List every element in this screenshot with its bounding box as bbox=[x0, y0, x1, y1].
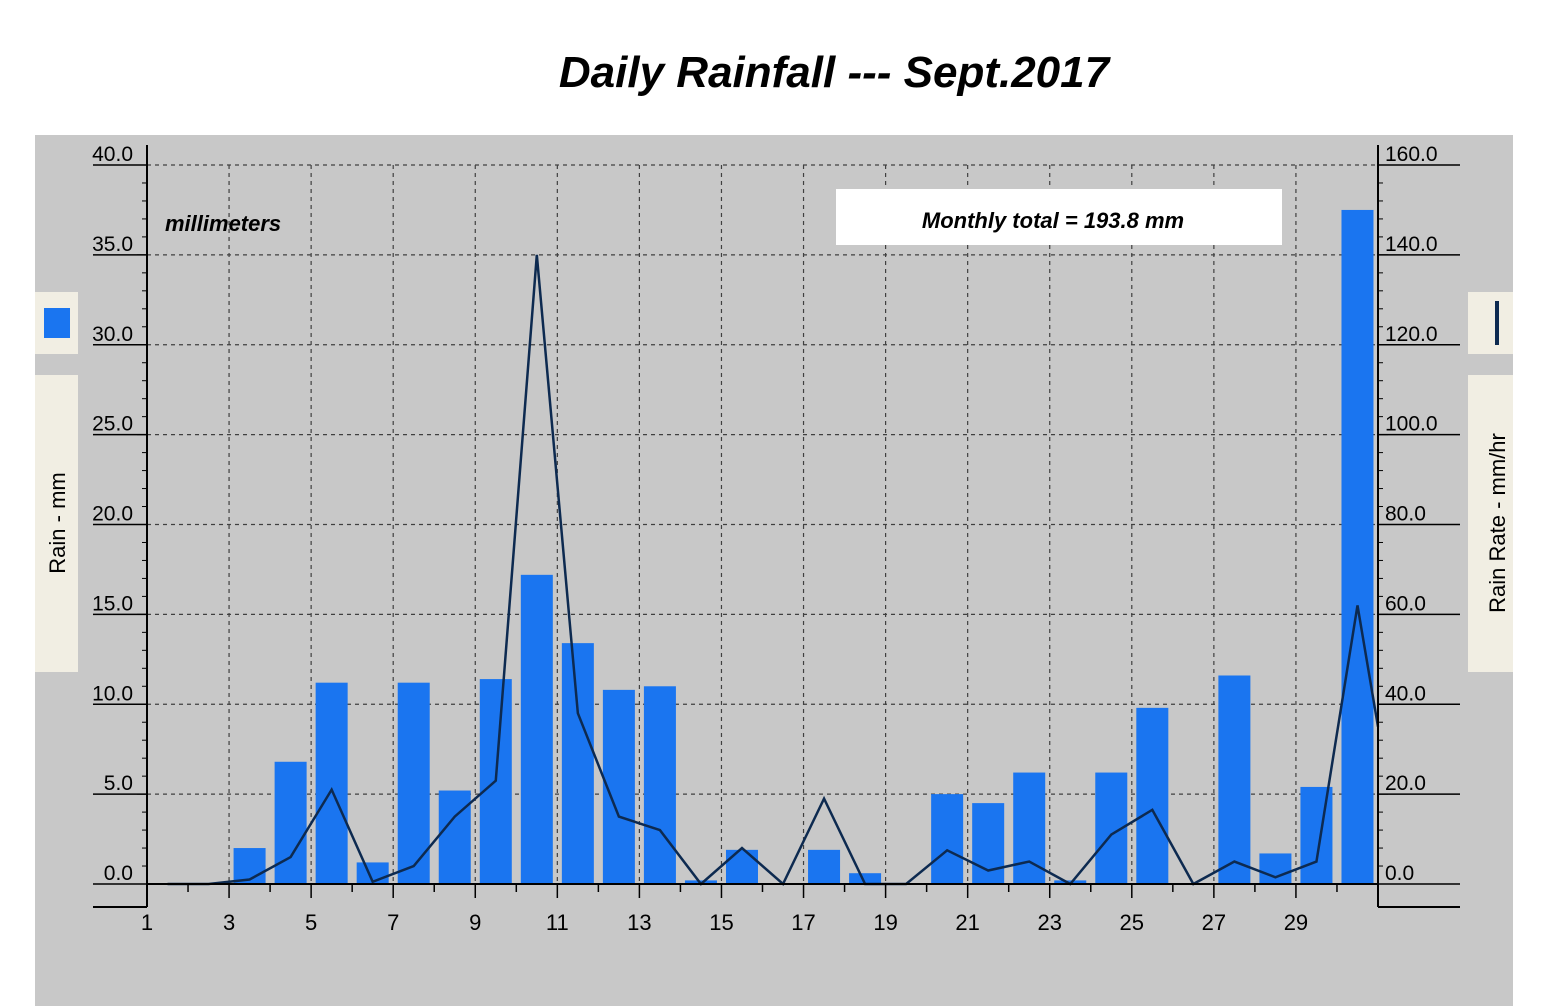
right-tick-label: 100.0 bbox=[1385, 413, 1438, 436]
x-tick-label: 9 bbox=[469, 910, 481, 935]
right-tick-label: 40.0 bbox=[1385, 682, 1426, 705]
rain-bar bbox=[1218, 675, 1251, 884]
chart-title: Daily Rainfall --- Sept.2017 bbox=[558, 48, 1110, 97]
x-tick-label: 27 bbox=[1202, 910, 1226, 935]
right-tick-label: 20.0 bbox=[1385, 772, 1426, 795]
rain-bar bbox=[1300, 786, 1333, 884]
right-tick-label: 120.0 bbox=[1385, 323, 1438, 346]
right-axis-title: Rain Rate - mm/hr bbox=[1485, 433, 1510, 613]
units-label: millimeters bbox=[165, 211, 281, 236]
right-tick-label: 0.0 bbox=[1385, 862, 1414, 885]
left-tick-label: 10.0 bbox=[92, 682, 133, 705]
x-tick-label: 3 bbox=[223, 910, 235, 935]
x-tick-label: 1 bbox=[141, 910, 153, 935]
rain-bar bbox=[643, 686, 676, 884]
rain-bar bbox=[520, 574, 553, 884]
left-tick-label: 15.0 bbox=[92, 592, 133, 615]
rain-bar bbox=[233, 848, 266, 884]
x-tick-label: 29 bbox=[1284, 910, 1308, 935]
left-tick-label: 35.0 bbox=[92, 233, 133, 256]
x-tick-label: 5 bbox=[305, 910, 317, 935]
right-tick-label: 60.0 bbox=[1385, 592, 1426, 615]
rain-bar bbox=[808, 849, 841, 884]
left-tick-label: 0.0 bbox=[104, 862, 133, 885]
rain-bar bbox=[1013, 772, 1046, 884]
x-tick-label: 21 bbox=[955, 910, 979, 935]
rain-bar bbox=[1341, 209, 1374, 884]
chart-svg: Rain - mm Rain Rate - mm/hr 0.05.010.015… bbox=[35, 143, 1513, 935]
left-tick-label: 20.0 bbox=[92, 503, 133, 526]
x-tick-label: 11 bbox=[546, 910, 569, 935]
left-tick-label: 5.0 bbox=[104, 772, 133, 795]
monthly-total-label: Monthly total = 193.8 mm bbox=[922, 208, 1184, 233]
rain-bar bbox=[561, 643, 594, 884]
rain-legend-swatch bbox=[44, 308, 70, 338]
x-tick-label: 13 bbox=[627, 910, 651, 935]
right-tick-label: 140.0 bbox=[1385, 233, 1438, 256]
rain-rate-line bbox=[167, 254, 1380, 887]
rain-bar bbox=[274, 761, 307, 884]
rain-bar bbox=[1136, 707, 1169, 884]
left-tick-label: 25.0 bbox=[92, 413, 133, 436]
x-tick-label: 19 bbox=[873, 910, 897, 935]
right-tick-label: 160.0 bbox=[1385, 143, 1438, 166]
monthly-total-box bbox=[836, 189, 1282, 245]
chart-panel: Rain - mm Rain Rate - mm/hr 0.0 5.0 10.0 15… bbox=[35, 135, 1513, 1006]
rain-bar bbox=[438, 790, 471, 884]
x-tick-label: 17 bbox=[791, 910, 815, 935]
x-tick-label: 25 bbox=[1120, 910, 1144, 935]
right-tick-label: 80.0 bbox=[1385, 503, 1426, 526]
rain-bar bbox=[849, 873, 882, 884]
rain-bar bbox=[972, 803, 1005, 884]
right-legend-box bbox=[1468, 292, 1513, 354]
x-tick-label: 23 bbox=[1037, 910, 1061, 935]
rain-bar bbox=[315, 682, 348, 884]
rain-bar bbox=[397, 682, 430, 884]
left-tick-label: 30.0 bbox=[92, 323, 133, 346]
x-tick-label: 7 bbox=[387, 910, 399, 935]
rain-bar bbox=[725, 849, 758, 884]
right-axis-title-box bbox=[1468, 375, 1513, 672]
left-axis-title: Rain - mm bbox=[45, 472, 70, 573]
plot-layer: 0.0 5.0 10.0 15.0 20.0 25.0 30.0 35.0 40.0 0.0 20.… bbox=[92, 143, 1460, 935]
rain-bar bbox=[1259, 853, 1292, 884]
x-tick-label: 15 bbox=[709, 910, 733, 935]
rain-bar bbox=[931, 794, 964, 884]
left-tick-label: 40.0 bbox=[92, 143, 133, 166]
left-axis-title-box bbox=[35, 375, 78, 672]
